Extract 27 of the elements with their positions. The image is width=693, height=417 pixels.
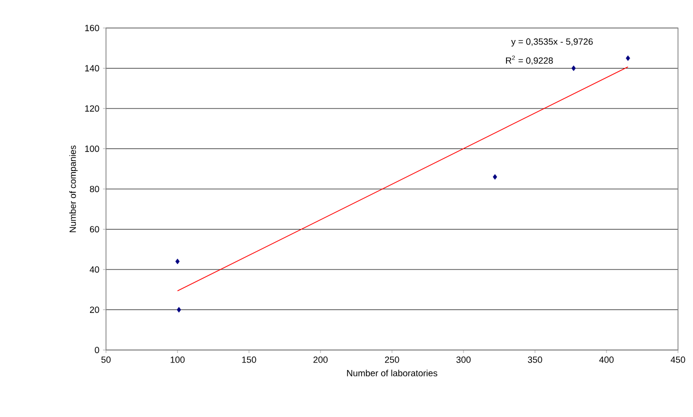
point (175, 258, 180, 264)
x-tick-label: 250 (384, 356, 400, 363)
x-tick-label: 350 (528, 356, 542, 363)
annotation: R$^{2}$ = 0,9228 (506, 56, 553, 65)
point (492, 174, 498, 180)
x-tick-label: 50 (101, 356, 111, 363)
point (626, 55, 630, 61)
y-tick-label: 40 (90, 266, 100, 273)
y-tick-label: 100 (85, 146, 100, 152)
y-tick-label: 60 (90, 226, 100, 232)
x-tick-label: 450 (670, 356, 686, 363)
x-tick-label: 200 (313, 356, 328, 363)
x-axis-title: Number of laboratories (347, 370, 438, 376)
x-tick-label: 300 (456, 356, 471, 363)
point (176, 306, 182, 313)
y-tick-label: 0 (94, 346, 100, 354)
y-tick-label: 20 (90, 306, 100, 313)
x-tick-label: 400 (599, 356, 614, 363)
y-tick-label: 80 (90, 186, 100, 192)
x-tick-label: 100 (170, 356, 185, 363)
x-tick-label: 150 (242, 356, 256, 363)
y-tick-label: 140 (85, 65, 100, 72)
y-tick-label: 120 (85, 105, 100, 112)
y-axis-title: Number of companies (69, 145, 78, 232)
y-tick-label: 160 (85, 24, 100, 32)
point (571, 65, 576, 72)
annotation: y = 0,3535x - 5,9726 (511, 38, 593, 47)
